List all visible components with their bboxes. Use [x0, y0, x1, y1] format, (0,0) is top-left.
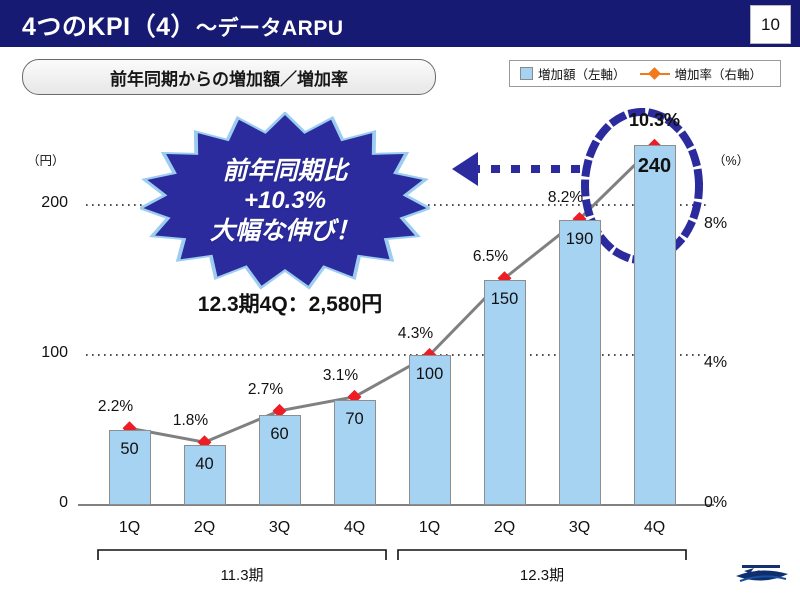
legend-item-line: 増加率（右軸） — [639, 64, 763, 83]
y-axis-tick-label: 0 — [59, 494, 68, 511]
legend-bar-label: 増加額（左軸） — [538, 68, 626, 82]
growth-rate-label: 3.1% — [322, 366, 359, 384]
legend-line-label: 増加率（右軸） — [674, 68, 763, 82]
growth-rate-label: 8.2% — [547, 188, 584, 206]
page-number-badge: 10 — [750, 5, 791, 44]
growth-rate-label: 2.2% — [97, 398, 134, 416]
bar-4Q-7 — [633, 145, 676, 505]
bar-value-label: 240 — [637, 155, 672, 177]
bar-value-label: 60 — [270, 425, 289, 443]
y-axis-tick-label: 200 — [41, 194, 68, 211]
x-axis-tick-label: 3Q — [568, 519, 591, 536]
bar-value-label: 190 — [565, 230, 594, 248]
starburst-shape-icon — [137, 111, 433, 290]
kpi-note: 12.3期4Q：2,580円 — [197, 293, 383, 316]
x-axis-tick-label: 2Q — [193, 519, 216, 536]
x-axis-tick-label: 3Q — [268, 519, 291, 536]
starburst-line-2: +10.3% — [243, 187, 327, 215]
bar-value-label: 70 — [345, 410, 364, 428]
y2-axis-unit-label: （%） — [713, 154, 750, 168]
starburst-line-3: 大幅な伸び！ — [209, 216, 360, 245]
y2-axis-tick-label: 8% — [704, 214, 728, 232]
growth-rate-label: 6.5% — [472, 248, 509, 266]
starburst-line-1: 前年同期比 — [222, 156, 348, 185]
growth-rate-label: 1.8% — [172, 412, 209, 430]
page-title-sub: ～データARPU — [195, 17, 344, 40]
y2-axis-tick-label: 0% — [704, 494, 728, 511]
page-title-main: 4つのKPI（4） — [22, 13, 196, 41]
x-axis-tick-label: 1Q — [118, 519, 141, 536]
bar-4Q-3 — [333, 400, 376, 505]
subtitle-pill: 前年同期からの増加額／増加率 — [22, 59, 436, 95]
period-group-label: 12.3期 — [519, 567, 565, 584]
starburst-text: 前年同期比 +10.3% 大幅な伸び！ — [140, 112, 430, 290]
y2-axis-tick-label: 4% — [704, 354, 728, 372]
x-axis-tick-label: 2Q — [493, 519, 516, 536]
title-divider — [0, 47, 800, 50]
bar-value-label: 100 — [415, 365, 444, 383]
y-axis-unit-label: （円） — [27, 154, 65, 168]
bar-value-label: 150 — [490, 290, 519, 308]
x-axis-tick-label: 4Q — [343, 519, 366, 536]
legend-diamond-icon — [647, 67, 661, 80]
legend-bar-swatch-icon — [520, 67, 533, 80]
bar-3Q-6 — [558, 220, 601, 505]
x-axis-tick-label: 1Q — [418, 519, 441, 536]
company-logo-icon — [736, 565, 788, 582]
legend-line-swatch-icon — [639, 67, 670, 80]
page-title: 4つのKPI（4）～データARPU — [22, 7, 344, 43]
bar-value-label: 40 — [195, 455, 214, 473]
legend-item-bar: 増加額（左軸） — [520, 64, 626, 83]
bar-1Q-0 — [108, 430, 151, 505]
growth-rate-label: 4.3% — [397, 325, 434, 342]
period-group-label: 11.3期 — [220, 567, 264, 584]
title-bar: 4つのKPI（4）～データARPU 10 — [0, 0, 800, 47]
bar-2Q-5 — [483, 280, 526, 505]
x-axis-tick-label: 4Q — [643, 519, 666, 536]
chart-legend: 増加額（左軸） 増加率（右軸） — [509, 60, 781, 87]
bar-3Q-2 — [258, 415, 301, 505]
bar-2Q-1 — [183, 445, 226, 505]
bar-1Q-4 — [408, 355, 451, 505]
period-brackets — [97, 549, 687, 560]
bar-value-label: 50 — [120, 440, 139, 458]
growth-rate-label: 10.3% — [628, 109, 681, 130]
starburst-callout: 前年同期比 +10.3% 大幅な伸び！ — [137, 111, 433, 290]
growth-rate-label: 2.7% — [247, 380, 284, 398]
y-axis-tick-label: 100 — [41, 344, 68, 361]
